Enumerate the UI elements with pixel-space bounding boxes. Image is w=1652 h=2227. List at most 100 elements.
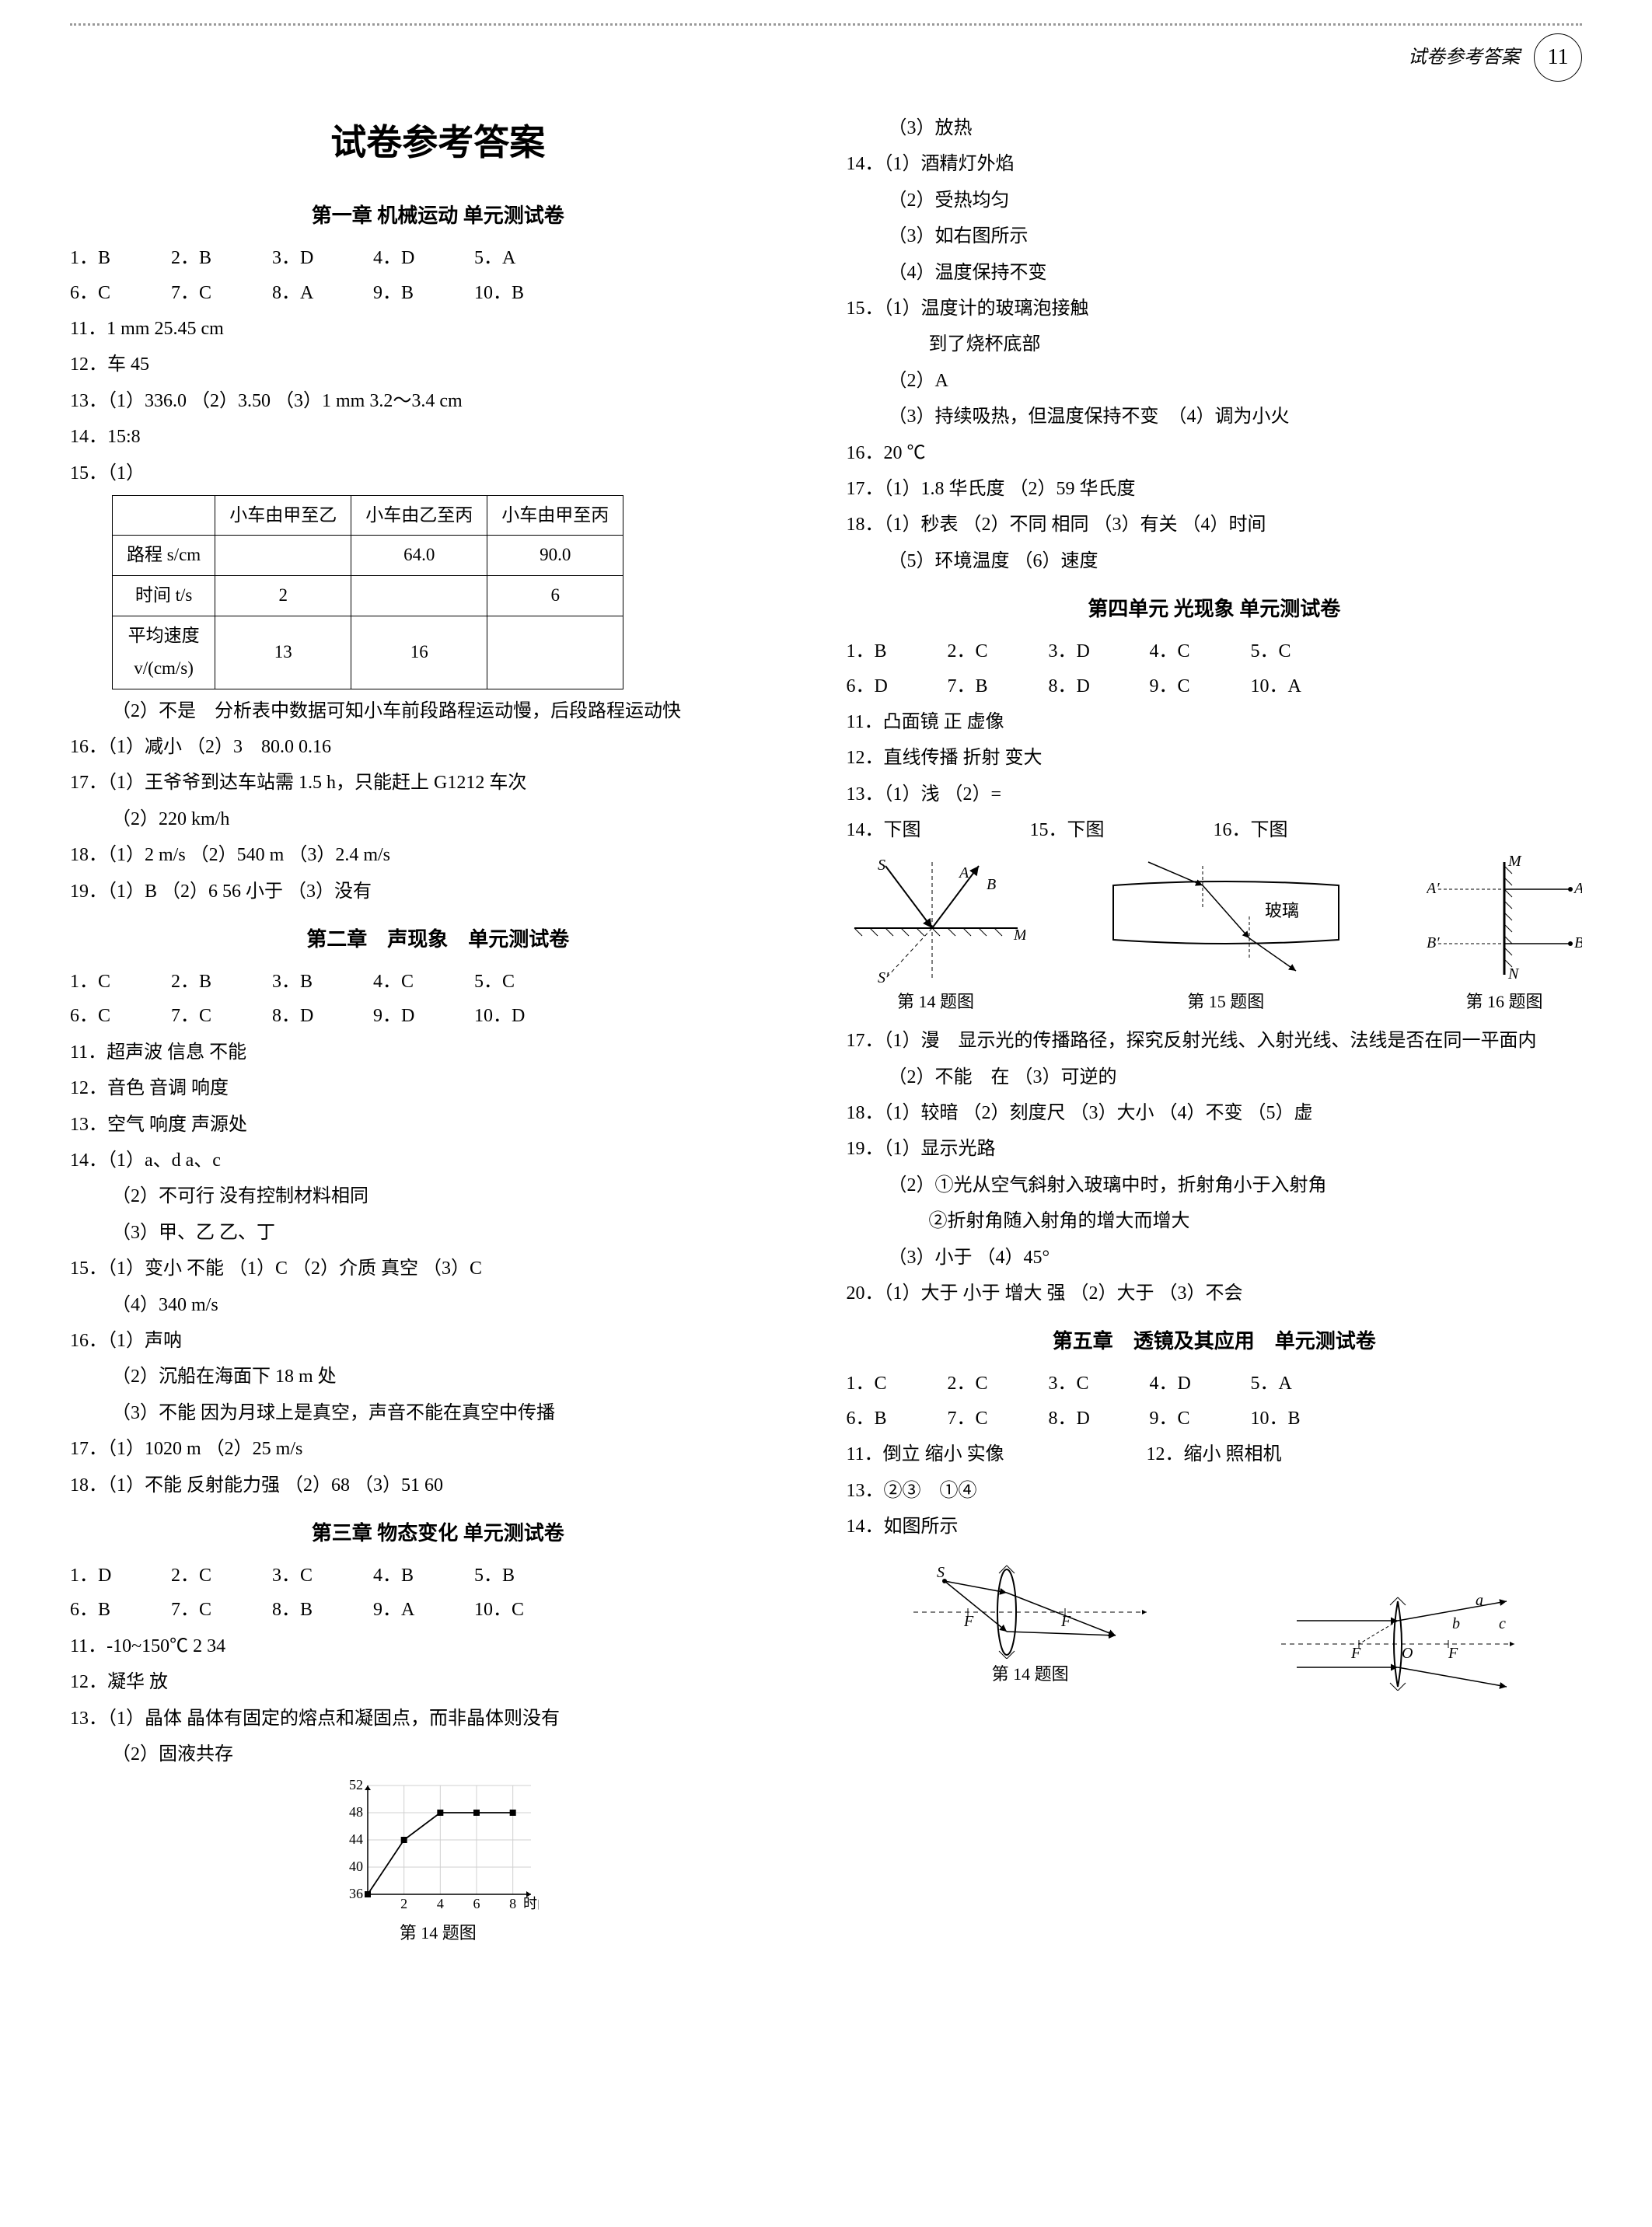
ans: （2）沉船在海面下 18 m 处 bbox=[70, 1360, 806, 1394]
ans: 13．②③ ①④ bbox=[847, 1474, 1583, 1508]
svg-text:4: 4 bbox=[437, 1896, 444, 1911]
ch5-fig14b: a c b F O F bbox=[1273, 1582, 1522, 1691]
svg-text:36: 36 bbox=[349, 1886, 363, 1901]
mc-answer: 4．C bbox=[1150, 634, 1251, 668]
ch2-mc2: 6．C7．C8．D9．D10．D bbox=[70, 999, 806, 1033]
svg-text:6: 6 bbox=[473, 1896, 480, 1911]
ans: 17．（1）1.8 华氏度 （2）59 华氏度 bbox=[847, 472, 1583, 506]
fig-caption: 第 16 题图 bbox=[1427, 986, 1582, 1018]
mc-answer: 5．C bbox=[1251, 634, 1352, 668]
svg-text:M: M bbox=[1507, 854, 1522, 870]
ans: 到了烧杯底部 bbox=[847, 327, 1583, 361]
ans: 12．音色 音调 响度 bbox=[70, 1071, 806, 1105]
mc-answer: 3．B bbox=[272, 965, 373, 999]
ans: 12．车 45 bbox=[70, 347, 806, 382]
ans: 12．直线传播 折射 变大 bbox=[847, 741, 1583, 775]
ans: 19．（1）显示光路 bbox=[847, 1132, 1583, 1166]
mc-answer: 10．D bbox=[474, 999, 575, 1033]
mc-answer: 10．A bbox=[1251, 669, 1352, 703]
mc-answer: 9．D bbox=[373, 999, 474, 1033]
ans: 11．倒立 缩小 实像 bbox=[847, 1437, 1142, 1471]
svg-text:B: B bbox=[987, 876, 996, 893]
mc-answer: 6．D bbox=[847, 669, 948, 703]
ans: （2）不能 在 （3）可逆的 bbox=[847, 1060, 1583, 1094]
page-header-label: 试卷参考答案 bbox=[1408, 40, 1520, 75]
mc-answer: 8．D bbox=[1049, 1401, 1150, 1436]
ans: 13．空气 响度 声源处 bbox=[70, 1108, 806, 1142]
mc-answer: 9．C bbox=[1150, 1401, 1251, 1436]
ch5-mc2: 6．B7．C8．D9．C10．B bbox=[847, 1401, 1583, 1436]
ans: （3）如右图所示 bbox=[847, 219, 1583, 253]
ch4-title: 第四单元 光现象 单元测试卷 bbox=[847, 591, 1583, 628]
ans: 14．如图所示 bbox=[847, 1510, 1583, 1544]
ans: 16．（1）减小 （2）3 80.0 0.16 bbox=[70, 730, 806, 764]
ans: 20．（1）大于 小于 增大 强 （2）大于 （3）不会 bbox=[847, 1276, 1583, 1311]
mc-answer: 2．C bbox=[948, 634, 1049, 668]
ans: （5）环境温度 （6）速度 bbox=[847, 544, 1583, 578]
ans: （2）220 km/h bbox=[70, 802, 806, 836]
ans: 13．（1）浅 （2）= bbox=[847, 777, 1583, 812]
ch5-mc1: 1．C2．C3．C4．D5．A bbox=[847, 1367, 1583, 1401]
ans: （3）不能 因为月球上是真空，声音不能在真空中传播 bbox=[70, 1396, 806, 1430]
svg-text:52: 52 bbox=[349, 1778, 363, 1792]
ans: （2）固液共存 bbox=[70, 1737, 806, 1771]
mc-answer: 4．D bbox=[373, 241, 474, 275]
ch1-table: 小车由甲至乙小车由乙至丙小车由甲至丙路程 s/cm64.090.0时间 t/s2… bbox=[112, 495, 623, 689]
ans: 12．凝华 放 bbox=[70, 1665, 806, 1699]
svg-text:S: S bbox=[878, 857, 885, 874]
ans: （4）温度保持不变 bbox=[847, 256, 1583, 290]
mc-answer: 6．C bbox=[70, 276, 171, 310]
svg-text:a: a bbox=[1476, 1592, 1483, 1609]
ans: 17．（1）1020 m （2）25 m/s bbox=[70, 1432, 806, 1466]
mc-answer: 5．C bbox=[474, 965, 575, 999]
svg-text:S: S bbox=[937, 1564, 945, 1581]
ans: 17．（1）王爷爷到达车站需 1.5 h，只能赶上 G1212 车次 bbox=[70, 766, 806, 800]
svg-text:F: F bbox=[963, 1613, 974, 1630]
ans: 11．1 mm 25.45 cm bbox=[70, 312, 806, 346]
mc-answer: 1．B bbox=[847, 634, 948, 668]
ans: （2）①光从空气斜射入玻璃中时，折射角小于入射角 bbox=[847, 1168, 1583, 1203]
ch4-fig15: 玻璃 bbox=[1109, 854, 1343, 986]
mc-answer: 9．C bbox=[1150, 669, 1251, 703]
ans: （3）小于 （4）45° bbox=[847, 1241, 1583, 1275]
ans: 14．（1）a、d a、c bbox=[70, 1143, 806, 1178]
mc-answer: 8．D bbox=[1049, 669, 1150, 703]
ans: 13．（1）336.0 （2）3.50 （3）1 mm 3.2～3.4 cm bbox=[70, 384, 806, 418]
ans: （3）持续吸热，但温度保持不变 （4）调为小火 bbox=[847, 400, 1583, 434]
ans: （2）不是 分析表中数据可知小车前段路程运动慢，后段路程运动快 bbox=[70, 694, 806, 728]
ans: 15．（1）温度计的玻璃泡接触 bbox=[847, 291, 1583, 326]
svg-text:B′: B′ bbox=[1427, 934, 1440, 951]
svg-text:M: M bbox=[1013, 927, 1025, 944]
svg-text:A: A bbox=[958, 864, 969, 881]
mc-answer: 8．B bbox=[272, 1593, 373, 1627]
ch4-fig14: S A B M S′ bbox=[847, 854, 1025, 986]
mc-answer: 5．A bbox=[1251, 1367, 1352, 1401]
ch4-fig16: M N A B A′ B′ bbox=[1427, 854, 1582, 986]
mc-answer: 10．B bbox=[474, 276, 575, 310]
ans: 16．下图 bbox=[1214, 813, 1288, 847]
ch2-title: 第二章 声现象 单元测试卷 bbox=[70, 921, 806, 958]
mc-answer: 1．C bbox=[70, 965, 171, 999]
svg-text:B: B bbox=[1574, 934, 1582, 951]
mc-answer: 3．D bbox=[1049, 634, 1150, 668]
svg-text:40: 40 bbox=[349, 1859, 363, 1874]
ans: 18．（1）不能 反射能力强 （2）68 （3）51 60 bbox=[70, 1468, 806, 1503]
ch1-mc1: 1．B2．B3．D4．D5．A bbox=[70, 241, 806, 275]
svg-text:c: c bbox=[1499, 1615, 1506, 1632]
svg-text:b: b bbox=[1452, 1615, 1460, 1632]
mc-answer: 2．C bbox=[171, 1559, 272, 1593]
mc-answer: 9．A bbox=[373, 1593, 474, 1627]
ans: （3）放热 bbox=[847, 111, 1583, 145]
mc-answer: 2．B bbox=[171, 241, 272, 275]
mc-answer: 4．B bbox=[373, 1559, 474, 1593]
svg-text:时间/min: 时间/min bbox=[523, 1896, 539, 1911]
ans: 15．下图 bbox=[1030, 813, 1209, 847]
ans: 13．（1）晶体 晶体有固定的熔点和凝固点，而非晶体则没有 bbox=[70, 1702, 806, 1736]
ch5-title: 第五章 透镜及其应用 单元测试卷 bbox=[847, 1323, 1583, 1360]
mc-answer: 6．B bbox=[70, 1593, 171, 1627]
mc-answer: 6．C bbox=[70, 999, 171, 1033]
ans: 15．（1）变小 不能 （1）C （2）介质 真空 （3）C bbox=[70, 1251, 806, 1286]
ch1-title: 第一章 机械运动 单元测试卷 bbox=[70, 197, 806, 235]
ans: （3）甲、乙 乙、丁 bbox=[70, 1216, 806, 1250]
ans: （2）受热均匀 bbox=[847, 183, 1583, 218]
